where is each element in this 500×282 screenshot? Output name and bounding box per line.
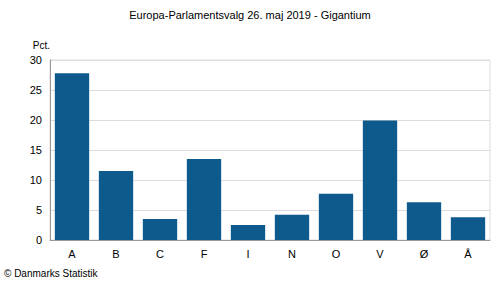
svg-text:5: 5 xyxy=(36,204,42,216)
svg-text:Ø: Ø xyxy=(420,248,429,260)
svg-text:Pct.: Pct. xyxy=(33,40,50,51)
svg-text:Europa-Parlamentsvalg 26. maj: Europa-Parlamentsvalg 26. maj 2019 - Gig… xyxy=(129,9,371,21)
svg-text:30: 30 xyxy=(30,54,42,66)
svg-text:0: 0 xyxy=(36,234,42,246)
svg-text:Å: Å xyxy=(464,248,472,260)
svg-text:C: C xyxy=(156,248,164,260)
svg-text:© Danmarks Statistik: © Danmarks Statistik xyxy=(4,268,99,279)
svg-text:V: V xyxy=(376,248,384,260)
svg-text:B: B xyxy=(112,248,119,260)
svg-text:A: A xyxy=(68,248,76,260)
svg-text:N: N xyxy=(288,248,296,260)
svg-text:15: 15 xyxy=(30,144,42,156)
svg-text:O: O xyxy=(332,248,341,260)
svg-text:I: I xyxy=(246,248,249,260)
svg-text:20: 20 xyxy=(30,114,42,126)
svg-text:10: 10 xyxy=(30,174,42,186)
svg-text:25: 25 xyxy=(30,84,42,96)
svg-text:F: F xyxy=(201,248,208,260)
